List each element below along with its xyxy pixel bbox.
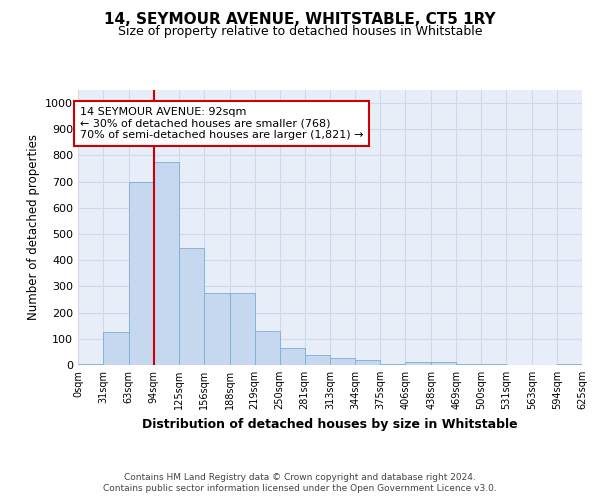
Text: Size of property relative to detached houses in Whitstable: Size of property relative to detached ho… — [118, 25, 482, 38]
Bar — [481, 364, 506, 365]
Bar — [280, 348, 305, 365]
Text: 14, SEYMOUR AVENUE, WHITSTABLE, CT5 1RY: 14, SEYMOUR AVENUE, WHITSTABLE, CT5 1RY — [104, 12, 496, 28]
Bar — [179, 248, 204, 365]
Text: Contains public sector information licensed under the Open Government Licence v3: Contains public sector information licen… — [103, 484, 497, 493]
Bar — [103, 332, 129, 365]
Bar — [154, 162, 179, 365]
Bar — [355, 360, 380, 365]
Bar — [254, 331, 280, 365]
Bar — [380, 364, 406, 365]
Bar — [78, 364, 103, 365]
X-axis label: Distribution of detached houses by size in Whitstable: Distribution of detached houses by size … — [142, 418, 518, 430]
Bar — [305, 354, 331, 365]
Bar — [230, 293, 254, 365]
Bar — [204, 293, 230, 365]
Bar — [456, 364, 481, 365]
Bar — [331, 358, 355, 365]
Text: Contains HM Land Registry data © Crown copyright and database right 2024.: Contains HM Land Registry data © Crown c… — [124, 472, 476, 482]
Text: 14 SEYMOUR AVENUE: 92sqm
← 30% of detached houses are smaller (768)
70% of semi-: 14 SEYMOUR AVENUE: 92sqm ← 30% of detach… — [80, 107, 363, 140]
Bar — [129, 182, 154, 365]
Y-axis label: Number of detached properties: Number of detached properties — [26, 134, 40, 320]
Bar — [406, 362, 431, 365]
Bar — [431, 362, 456, 365]
Bar — [557, 364, 582, 365]
